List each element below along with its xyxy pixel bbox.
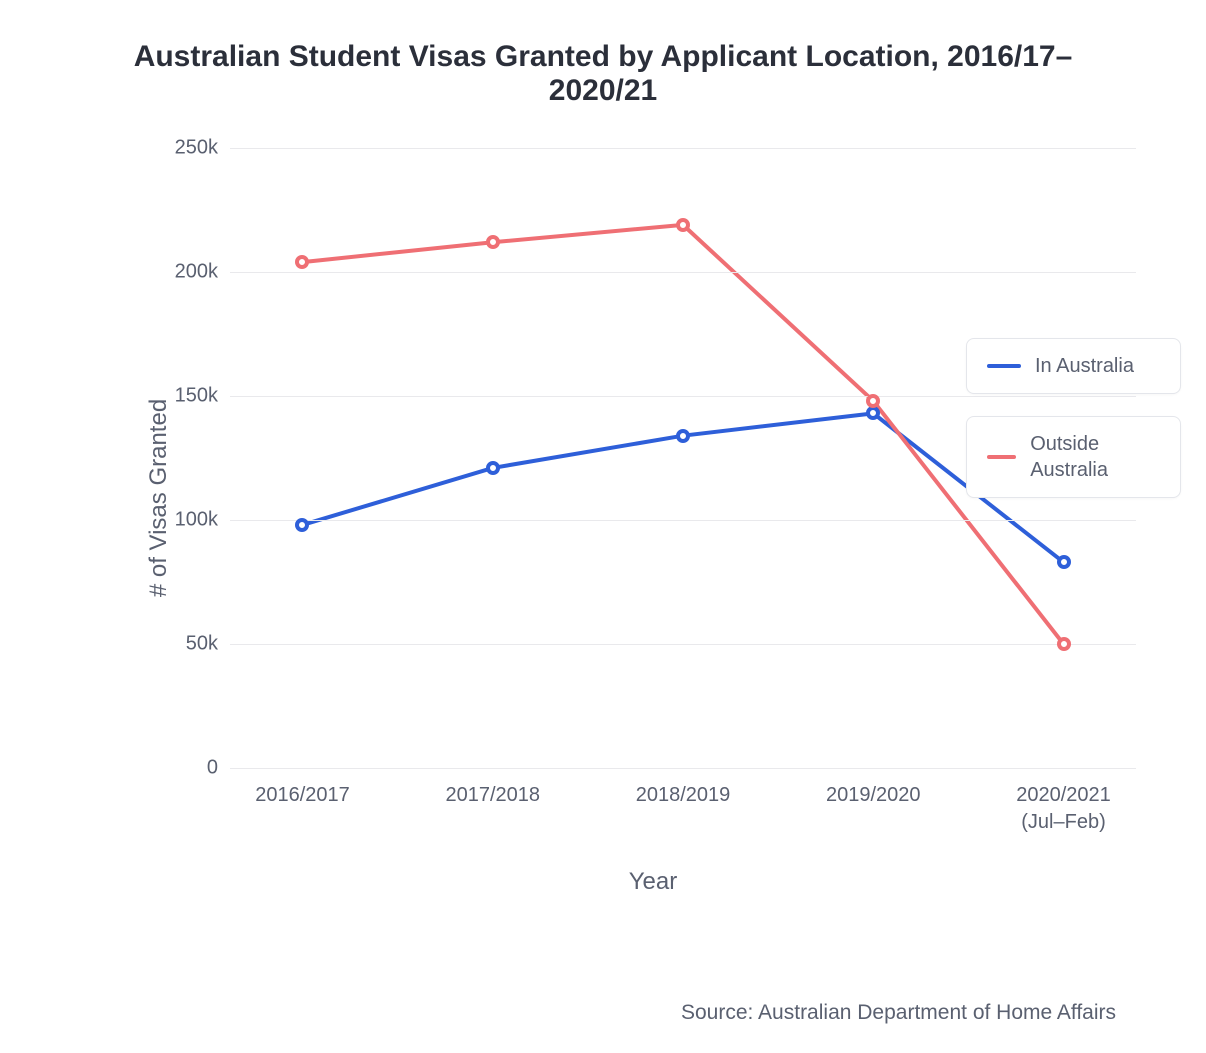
data-point [486,235,500,249]
y-tick-label: 250k [175,137,218,160]
x-tick-label: 2017/2018 [445,782,540,809]
y-axis-label: # of Visas Granted [145,399,173,597]
gridline [230,768,1136,769]
legend-item: In Australia [966,338,1181,394]
y-tick-label: 0 [207,757,218,780]
gridline [230,520,1136,521]
data-point [676,218,690,232]
data-point [295,518,309,532]
x-tick-label: 2020/2021 (Jul–Feb) [1016,782,1111,836]
legend-label: In Australia [1035,353,1134,379]
x-axis-label: Year [130,868,1176,896]
y-tick-label: 100k [175,509,218,532]
source-text: Source: Australian Department of Home Af… [681,1001,1116,1025]
x-tick-label: 2018/2019 [636,782,731,809]
legend-item: Outside Australia [966,416,1181,498]
chart-title: Australian Student Visas Granted by Appl… [30,40,1176,108]
data-point [295,255,309,269]
data-point [676,429,690,443]
legend-swatch [987,364,1021,368]
legend-swatch [987,455,1016,459]
y-tick-label: 200k [175,261,218,284]
gridline [230,148,1136,149]
chart-container: Australian Student Visas Granted by Appl… [0,0,1206,1053]
data-point [1057,555,1071,569]
gridline [230,272,1136,273]
y-tick-label: 150k [175,385,218,408]
chart-area: # of Visas Granted 050k100k150k200k250k2… [130,148,1136,848]
legend: In Australia Outside Australia [966,338,1181,520]
data-point [866,406,880,420]
gridline [230,644,1136,645]
legend-label: Outside Australia [1030,431,1160,483]
y-tick-label: 50k [186,633,218,656]
x-tick-label: 2019/2020 [826,782,921,809]
data-point [486,461,500,475]
data-point [866,394,880,408]
x-tick-label: 2016/2017 [255,782,350,809]
data-point [1057,637,1071,651]
